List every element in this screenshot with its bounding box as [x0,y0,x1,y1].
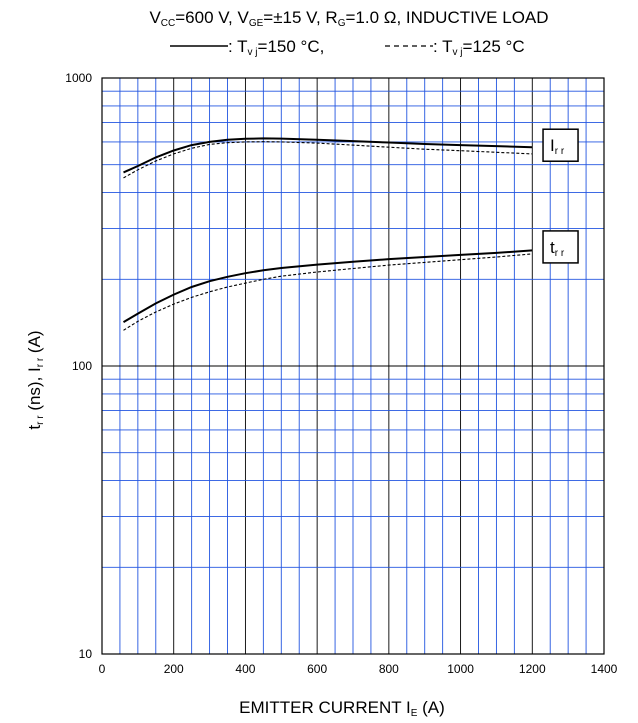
x-tick-label: 1400 [591,662,618,676]
series-irr-125 [123,141,533,179]
y-axis-label-text: tr r (ns), Ir r (A) [25,330,46,429]
x-tick-label: 1000 [447,662,474,676]
annotations: Ir r tr r [542,128,579,264]
y-tick-labels: 10 100 1000 [65,71,92,661]
series [122,137,533,331]
annotation-box [542,128,579,162]
series-trr-125 [123,253,533,331]
series-trr-150 [122,249,533,323]
y-axis-label: tr r (ns), Ir r (A) [25,330,46,429]
chart-title: VCC=600 V, VGE=±15 V, RG=1.0 Ω, INDUCTIV… [149,8,548,29]
x-tick-label: 0 [99,662,106,676]
x-axis-label-text: EMITTER CURRENT IE (A) [239,698,445,719]
plot-frame [101,77,605,655]
plot-border [101,77,605,655]
title-line: VCC=600 V, VGE=±15 V, RG=1.0 Ω, INDUCTIV… [149,8,548,29]
x-tick-label: 1200 [519,662,546,676]
y-tick-label: 100 [72,359,92,373]
annotation-box [542,230,579,264]
x-tick-label: 600 [307,662,327,676]
legend-dashed-label: : Tv j=125 °C [433,37,525,58]
x-tick-label: 800 [379,662,399,676]
annotation-label: tr r [550,238,565,259]
series-irr-150 [123,137,533,174]
legend-solid-label: : Tv j=150 °C, [228,37,324,58]
y-tick-label: 10 [79,647,93,661]
grid [102,78,604,654]
legend: : Tv j=150 °C, : Tv j=125 °C [170,37,525,58]
annotation-label: Ir r [550,136,565,157]
x-tick-labels: 0 200 400 600 800 1000 1200 1400 [99,662,618,676]
x-tick-label: 400 [235,662,255,676]
x-axis-label: EMITTER CURRENT IE (A) [239,698,445,719]
y-tick-label: 1000 [65,71,92,85]
x-tick-label: 200 [164,662,184,676]
